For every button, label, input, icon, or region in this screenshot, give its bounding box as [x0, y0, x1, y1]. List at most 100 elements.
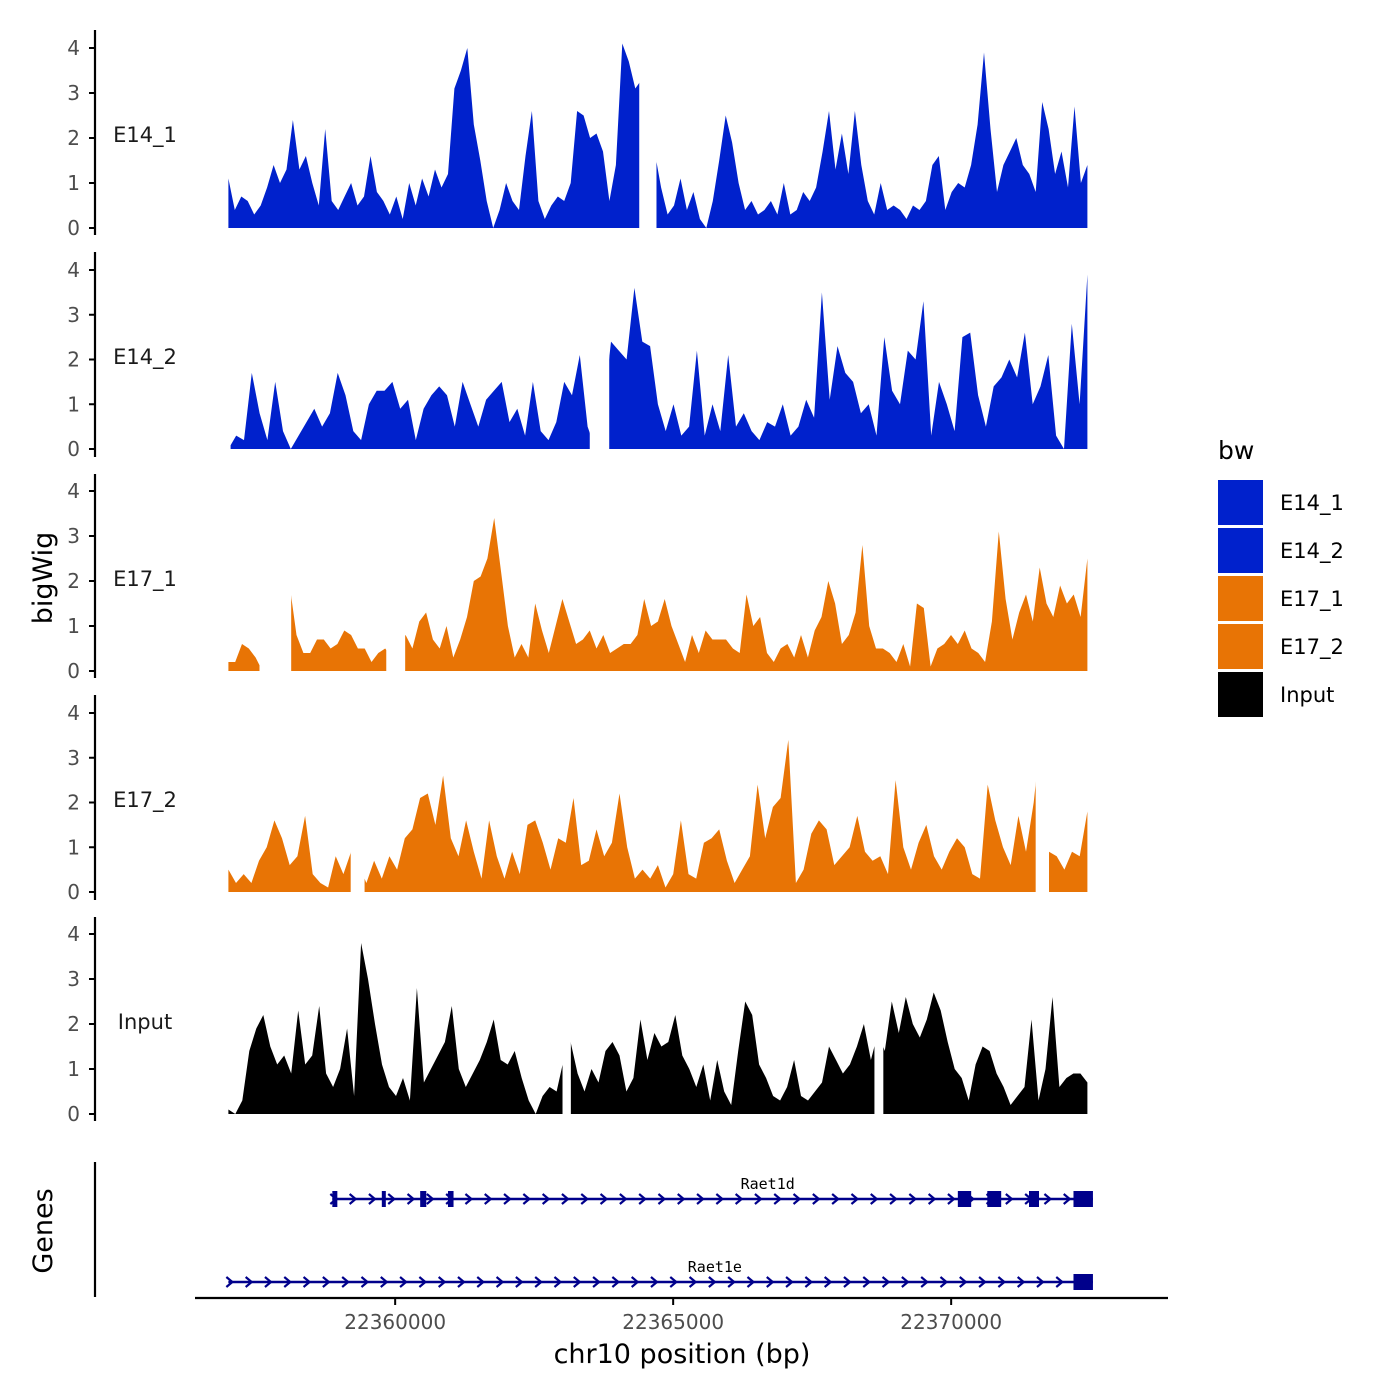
strand-arrow [464, 1193, 474, 1205]
legend-entries: E14_1 E14_2 E17_1 E17_2 Input [1218, 480, 1344, 717]
signal-area [228, 274, 1088, 449]
y-tick-label: 0 [67, 437, 80, 461]
legend-entry: E14_1 [1218, 480, 1344, 525]
strand-arrow [688, 1276, 698, 1288]
strand-arrow [599, 1193, 609, 1205]
bigwig-tracks: 0 1 2 3 4 E14_1 0 1 2 3 4 E14_2 0 1 2 3 4 E17_1 0 1 2 3 4 E17_2… [67, 30, 1088, 1126]
strand-arrow [708, 1276, 717, 1288]
strand-arrow [1055, 1276, 1064, 1288]
legend-label: E17_2 [1280, 635, 1344, 660]
signal-gap [259, 486, 292, 672]
strand-arrow [541, 1193, 551, 1205]
legend-key [1218, 576, 1263, 621]
strand-arrow [754, 1193, 763, 1205]
track-label: E17_1 [113, 567, 177, 592]
exon [987, 1191, 1002, 1207]
strand-arrow [522, 1193, 532, 1205]
y-tick-label: 3 [67, 524, 80, 548]
strand-arrow [734, 1193, 744, 1205]
strand-arrow [862, 1276, 871, 1288]
legend-key [1218, 624, 1263, 669]
legend-key [1218, 528, 1263, 573]
track-label: E14_2 [113, 345, 177, 370]
signal-gap [562, 929, 571, 1115]
strand-arrow [426, 1193, 435, 1205]
x-axis: 22360000 22365000 22370000 [195, 1296, 1168, 1334]
legend-entry: E14_2 [1218, 528, 1344, 573]
strand-arrow [650, 1276, 659, 1288]
exon [332, 1191, 338, 1207]
track-label: E14_1 [113, 123, 177, 148]
signal-gap [228, 265, 231, 450]
strand-arrow [696, 1193, 705, 1205]
strand-arrow [348, 1193, 358, 1205]
strand-arrow [812, 1193, 821, 1205]
legend-entry: E17_1 [1218, 576, 1344, 621]
y-tick-label: 4 [67, 701, 80, 725]
strand-arrow [870, 1193, 879, 1205]
exon [1073, 1274, 1093, 1290]
track-e14-2: 0 1 2 3 4 E14_2 [67, 252, 1088, 461]
legend-title: bw [1218, 436, 1254, 465]
strand-arrow [850, 1193, 860, 1205]
y-tick-label: 2 [67, 348, 80, 372]
signal-area [228, 943, 1088, 1114]
strand-arrow [283, 1276, 292, 1288]
exon [957, 1191, 972, 1207]
strand-arrow [515, 1276, 524, 1288]
legend-entry: E17_2 [1218, 624, 1344, 669]
strand-arrow [792, 1193, 802, 1205]
strand-arrow [484, 1193, 493, 1205]
y-tick-label: 4 [67, 922, 80, 946]
gene-label: Raet1e [688, 1258, 742, 1276]
strand-arrow [773, 1193, 782, 1205]
y-tick-label: 1 [67, 835, 80, 859]
strand-arrow [476, 1276, 485, 1288]
strand-arrow [746, 1276, 756, 1288]
signal-gap [1035, 708, 1050, 893]
strand-arrow [823, 1276, 833, 1288]
strand-arrow [418, 1276, 428, 1288]
legend-label: Input [1280, 683, 1334, 707]
strand-arrow [406, 1193, 416, 1205]
strand-arrow [399, 1276, 408, 1288]
strand-arrow [939, 1276, 949, 1288]
strand-arrow [360, 1276, 370, 1288]
strand-arrow [457, 1276, 466, 1288]
y-tick-label: 1 [67, 614, 80, 638]
strand-arrow [927, 1193, 937, 1205]
y-tick-label: 2 [67, 791, 80, 815]
legend-key [1218, 480, 1263, 525]
legend-label: E14_2 [1280, 539, 1344, 564]
strand-arrow [920, 1276, 929, 1288]
y-tick-label: 4 [67, 258, 80, 282]
strand-arrow [947, 1193, 956, 1205]
y-tick-label: 3 [67, 967, 80, 991]
legend-label: E14_1 [1280, 491, 1344, 516]
track-e17-2: 0 1 2 3 4 E17_2 [67, 695, 1088, 904]
strand-arrow [908, 1193, 918, 1205]
strand-arrow [1016, 1276, 1026, 1288]
strand-arrow [638, 1193, 647, 1205]
y-tick-label: 2 [67, 569, 80, 593]
strand-arrow [573, 1276, 582, 1288]
strand-arrow [766, 1276, 775, 1288]
exon [1029, 1191, 1040, 1207]
strand-arrow [302, 1276, 312, 1288]
y-tick-label: 0 [67, 880, 80, 904]
signal-gap [589, 265, 610, 450]
signal-area [228, 43, 1088, 228]
track-e14-1: 0 1 2 3 4 E14_1 [67, 30, 1088, 240]
strand-arrow [997, 1276, 1007, 1288]
strand-arrow [580, 1193, 589, 1205]
strand-arrow [1063, 1193, 1072, 1205]
strand-arrow [804, 1276, 814, 1288]
exon [1073, 1191, 1093, 1207]
y-tick-label: 4 [67, 479, 80, 503]
strand-arrow [727, 1276, 736, 1288]
strand-arrow [503, 1193, 512, 1205]
y-tick-label: 0 [67, 1102, 80, 1126]
gene-label: Raet1d [741, 1175, 795, 1193]
gene-track: Raet1d Raet1e [93, 1162, 1093, 1297]
